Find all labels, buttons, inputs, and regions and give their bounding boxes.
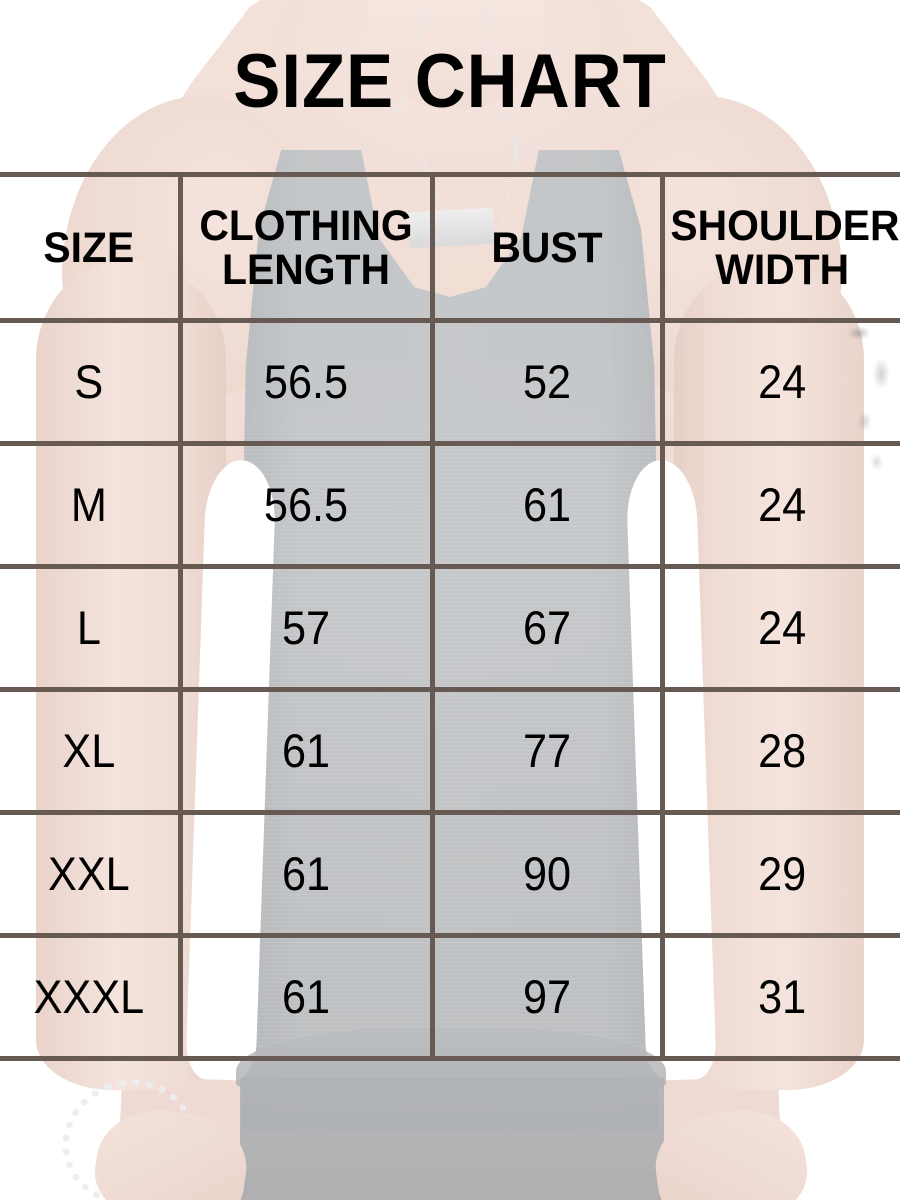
column-header-shoulder-width-line2: WIDTH <box>715 245 850 294</box>
cell-size: L <box>7 564 176 692</box>
cell-shoulder-width: 24 <box>669 564 891 692</box>
cell-bust: 52 <box>438 318 656 446</box>
column-header-shoulder-width: SHOULDER WIDTH <box>665 172 900 323</box>
cell-clothing-length: 61 <box>187 687 425 815</box>
cell-size: XXXL <box>7 933 176 1061</box>
cell-clothing-length: 61 <box>187 810 425 938</box>
cell-clothing-length: 57 <box>187 564 425 692</box>
column-header-clothing-length-line1: CLOTHING <box>199 201 413 250</box>
table-row: XL 61 77 28 <box>0 687 900 815</box>
page-title: SIZE CHART <box>233 39 667 124</box>
cell-shoulder-width: 31 <box>669 933 891 1061</box>
size-chart-table-wrapper: SIZE CLOTHING LENGTH BUST SHOULDER WIDTH <box>0 172 900 1061</box>
table-header: SIZE CLOTHING LENGTH BUST SHOULDER WIDTH <box>0 172 900 323</box>
column-header-size-line1: SIZE <box>43 223 135 272</box>
cell-bust: 61 <box>438 441 656 569</box>
column-header-bust-line1: BUST <box>491 223 603 272</box>
cell-shoulder-width: 24 <box>669 441 891 569</box>
cell-size: S <box>7 318 176 446</box>
column-header-shoulder-width-line1: SHOULDER <box>670 201 900 250</box>
lower-garment <box>240 1078 664 1200</box>
table-row: L 57 67 24 <box>0 564 900 692</box>
cell-shoulder-width: 28 <box>669 687 891 815</box>
table-row: M 56.5 61 24 <box>0 441 900 569</box>
cell-shoulder-width: 24 <box>669 318 891 446</box>
cell-size: XXL <box>7 810 176 938</box>
column-header-size: SIZE <box>4 172 178 323</box>
table-row: XXL 61 90 29 <box>0 810 900 938</box>
cell-size: XL <box>7 687 176 815</box>
cell-size: M <box>7 441 176 569</box>
cell-bust: 67 <box>438 564 656 692</box>
cell-bust: 90 <box>438 810 656 938</box>
size-chart-table: SIZE CLOTHING LENGTH BUST SHOULDER WIDTH <box>0 172 900 1061</box>
column-header-bust: BUST <box>435 172 659 323</box>
cell-bust: 97 <box>438 933 656 1061</box>
cell-clothing-length: 56.5 <box>187 318 425 446</box>
table-body: S 56.5 52 24 M 56.5 61 24 L 57 67 24 <box>0 318 900 1061</box>
cell-clothing-length: 56.5 <box>187 441 425 569</box>
cell-clothing-length: 61 <box>187 933 425 1061</box>
table-row: XXXL 61 97 31 <box>0 933 900 1061</box>
column-header-clothing-length: CLOTHING LENGTH <box>183 172 429 323</box>
table-row: S 56.5 52 24 <box>0 318 900 446</box>
cell-bust: 77 <box>438 687 656 815</box>
cell-shoulder-width: 29 <box>669 810 891 938</box>
column-header-clothing-length-line2: LENGTH <box>222 245 390 294</box>
table-header-row: SIZE CLOTHING LENGTH BUST SHOULDER WIDTH <box>0 172 900 323</box>
